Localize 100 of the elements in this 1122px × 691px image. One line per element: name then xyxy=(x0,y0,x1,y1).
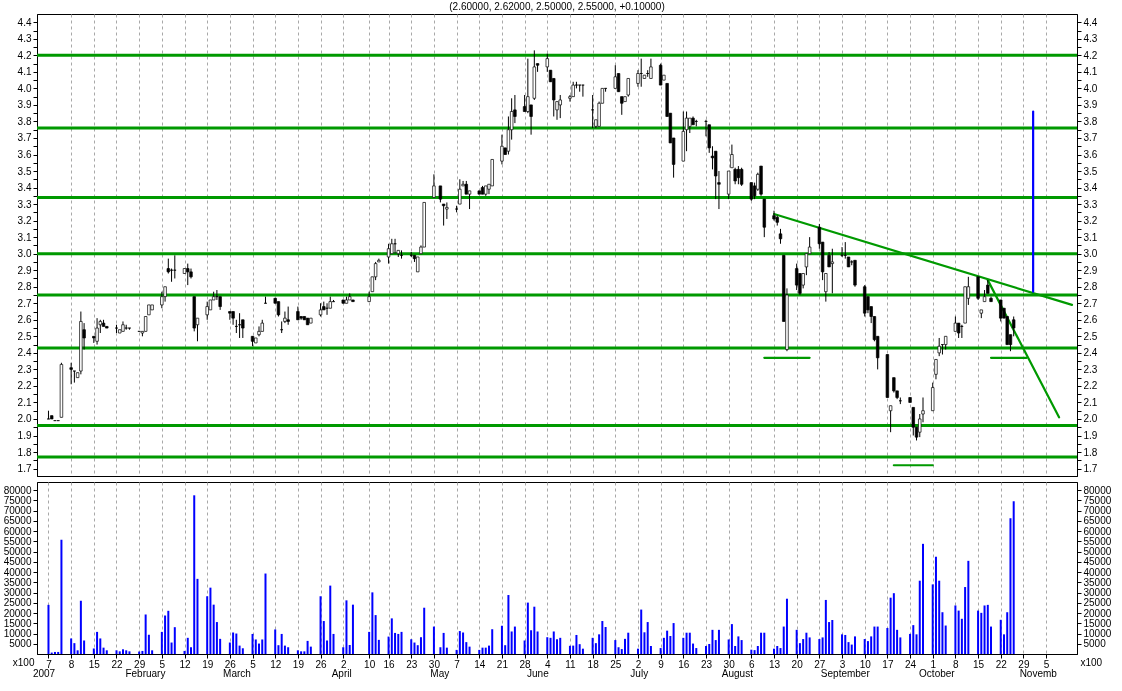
y-tick-label: 3.0 xyxy=(17,248,32,260)
x-tick-label: 21 xyxy=(496,658,509,670)
y2-axis-title: x100 xyxy=(1080,656,1103,668)
x-tick-label: 19 xyxy=(292,658,305,670)
y-tick-label: 3.6 xyxy=(17,149,32,160)
x-tick-label: 30 xyxy=(428,658,441,670)
y2-tick-label: 2.5 xyxy=(1083,330,1098,342)
y2-tick-label: 2.0 xyxy=(1083,413,1098,425)
x-tick-label: 23 xyxy=(700,658,713,670)
x2-tick-label: April xyxy=(331,667,352,679)
y2-tick-label: 3.4 xyxy=(1083,182,1098,194)
y2-tick-label: 40000 xyxy=(1083,566,1112,578)
y2-tick-label: 3.9 xyxy=(1083,99,1098,111)
x-tick-label: 9 xyxy=(658,658,665,670)
y-tick-label: 3.1 xyxy=(17,231,32,243)
x2-tick-label: Novemb xyxy=(1019,667,1058,679)
y-tick-label: 70000 xyxy=(3,505,32,517)
x2-tick-label: February xyxy=(125,667,166,679)
x-tick-label: 8 xyxy=(953,658,960,670)
y-tick-label: 2.4 xyxy=(17,347,32,359)
y-tick-label: 3.2 xyxy=(17,215,32,227)
x-tick-label: 2 xyxy=(635,658,642,670)
x-tick-label: 29 xyxy=(1018,658,1030,670)
y-tick-label: 2.8 xyxy=(17,281,32,293)
y2-tick-label: 2.6 xyxy=(1083,314,1098,326)
x-tick-label: 16 xyxy=(383,658,396,670)
x-tick-label: 28 xyxy=(519,658,532,670)
x2-tick-label: August xyxy=(721,667,754,679)
y-tick-label: 2.7 xyxy=(17,297,32,309)
y2-tick-label: 15000 xyxy=(1083,617,1112,629)
y2-tick-label: 4.0 xyxy=(1083,82,1098,94)
x-tick-label: 16 xyxy=(678,658,690,670)
y2-tick-label: 4.3 xyxy=(1083,33,1098,45)
x-tick-label: 3 xyxy=(839,658,846,670)
x2-tick-label: September xyxy=(820,667,871,679)
y-tick-label: 4.2 xyxy=(17,49,32,61)
y-tick-label: 2.2 xyxy=(17,380,32,392)
y-tick-label: 40000 xyxy=(3,566,32,578)
x-tick-label: 10 xyxy=(364,658,376,670)
y-tick-label: 60000 xyxy=(3,525,32,537)
y2-tick-label: 20000 xyxy=(1083,607,1112,619)
y2-tick-label: 3.0 xyxy=(1083,248,1098,260)
y2-tick-label: 75000 xyxy=(1083,494,1112,506)
x-tick-label: 5 xyxy=(250,658,257,670)
x-tick-label: 8 xyxy=(68,658,75,670)
x-tick-label: 17 xyxy=(882,658,894,670)
y-tick-label: 3.8 xyxy=(17,115,32,127)
y-tick-label: 65000 xyxy=(3,515,32,527)
x-tick-label: 22 xyxy=(995,658,1008,670)
y-tick-label: 3.4 xyxy=(17,182,32,194)
x-tick-label: 15 xyxy=(88,658,101,670)
x-tick-label: 24 xyxy=(904,658,917,670)
x-tick-label: 30 xyxy=(723,658,736,670)
y2-tick-label: 1.7 xyxy=(1083,463,1098,475)
y-tick-label: 75000 xyxy=(3,494,32,506)
y-tick-label: 3.9 xyxy=(17,99,32,111)
y2-tick-label: 55000 xyxy=(1083,535,1112,547)
y-tick-label: 1.9 xyxy=(17,430,32,441)
x-tick-label: 11 xyxy=(565,658,577,670)
y2-tick-label: 2.9 xyxy=(1083,264,1098,276)
y-tick-label: 3.3 xyxy=(17,198,32,210)
y2-tick-label: 2.1 xyxy=(1083,396,1098,408)
x2-tick-label: October xyxy=(919,667,956,679)
y2-tick-label: 4.2 xyxy=(1083,49,1098,61)
y2-tick-label: 3.8 xyxy=(1083,115,1098,127)
y-tick-label: 45000 xyxy=(3,556,32,568)
x2-tick-label: July xyxy=(630,667,649,679)
y-tick-label: 2.9 xyxy=(17,264,32,276)
y2-tick-label: 1.8 xyxy=(1083,446,1098,458)
y2-tick-label: 80000 xyxy=(1083,484,1112,496)
y-tick-label: 3.7 xyxy=(17,132,32,144)
x-tick-label: 25 xyxy=(610,658,622,670)
x-tick-label: 4 xyxy=(545,658,551,670)
x-tick-label: 22 xyxy=(111,658,123,670)
x-tick-label: 26 xyxy=(315,658,328,670)
y2-tick-label: 3.3 xyxy=(1083,198,1098,210)
chart-title: (2.60000, 2.62000, 2.50000, 2.55000, +0.10000) xyxy=(449,1,665,12)
y2-tick-label: 35000 xyxy=(1083,576,1112,588)
x2-tick-label: May xyxy=(430,667,450,679)
y2-tick-label: 30000 xyxy=(1083,587,1112,599)
y-tick-label: 2.5 xyxy=(17,330,32,342)
y-tick-label: 10000 xyxy=(3,628,32,640)
y2-tick-label: 2.3 xyxy=(1083,363,1098,375)
y2-tick-label: 25000 xyxy=(1083,597,1112,609)
x2-tick-label: June xyxy=(527,667,550,679)
y2-tick-label: 4.4 xyxy=(1083,16,1098,28)
x2-tick-label: 2007 xyxy=(32,667,56,679)
y-tick-label: 2.6 xyxy=(17,314,32,326)
x-tick-label: 12 xyxy=(179,658,192,670)
x-tick-label: 26 xyxy=(224,658,237,670)
y2-tick-label: 45000 xyxy=(1083,556,1112,568)
x-tick-label: 23 xyxy=(406,658,418,670)
y-axis-title: x100 xyxy=(12,656,35,668)
y2-tick-label: 1.9 xyxy=(1083,430,1098,441)
y-tick-label: 4.3 xyxy=(17,33,32,45)
y-tick-label: 4.4 xyxy=(17,16,32,28)
x-tick-label: 27 xyxy=(814,658,826,670)
y2-tick-label: 3.6 xyxy=(1083,149,1098,160)
y-tick-label: 55000 xyxy=(3,535,32,547)
x-tick-label: 2 xyxy=(340,658,347,670)
